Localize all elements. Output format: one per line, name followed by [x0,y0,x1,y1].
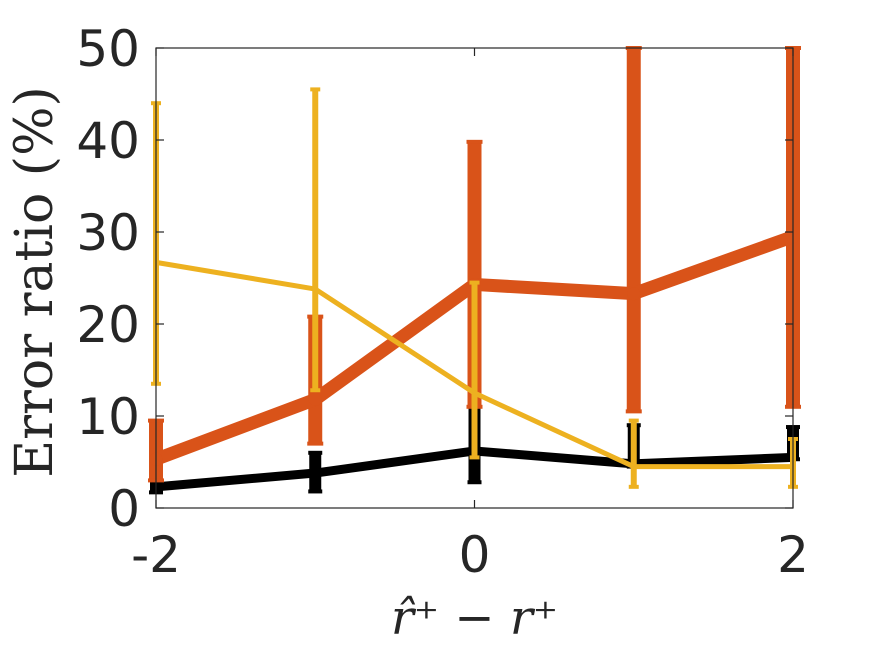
data-point [472,390,477,396]
data-point [308,392,322,406]
y-tick-label: 40 [76,112,140,170]
data-point [627,287,641,301]
y-tick-label: 30 [76,204,140,262]
data-point [310,468,320,478]
y-tick-label: 50 [76,20,140,78]
y-tick-label: 20 [76,296,140,354]
x-tick-label: 0 [459,526,491,584]
data-point [312,286,318,292]
y-tick-label: 10 [76,388,140,446]
y-axis-label: Error ratio (%) [5,86,65,478]
data-point [631,464,637,470]
y-tick-label: 0 [108,480,140,538]
x-axis-label: r̂⁺ − r⁺ [391,590,558,646]
x-tick-label: 2 [777,526,809,584]
x-tick-label: -2 [131,526,181,584]
